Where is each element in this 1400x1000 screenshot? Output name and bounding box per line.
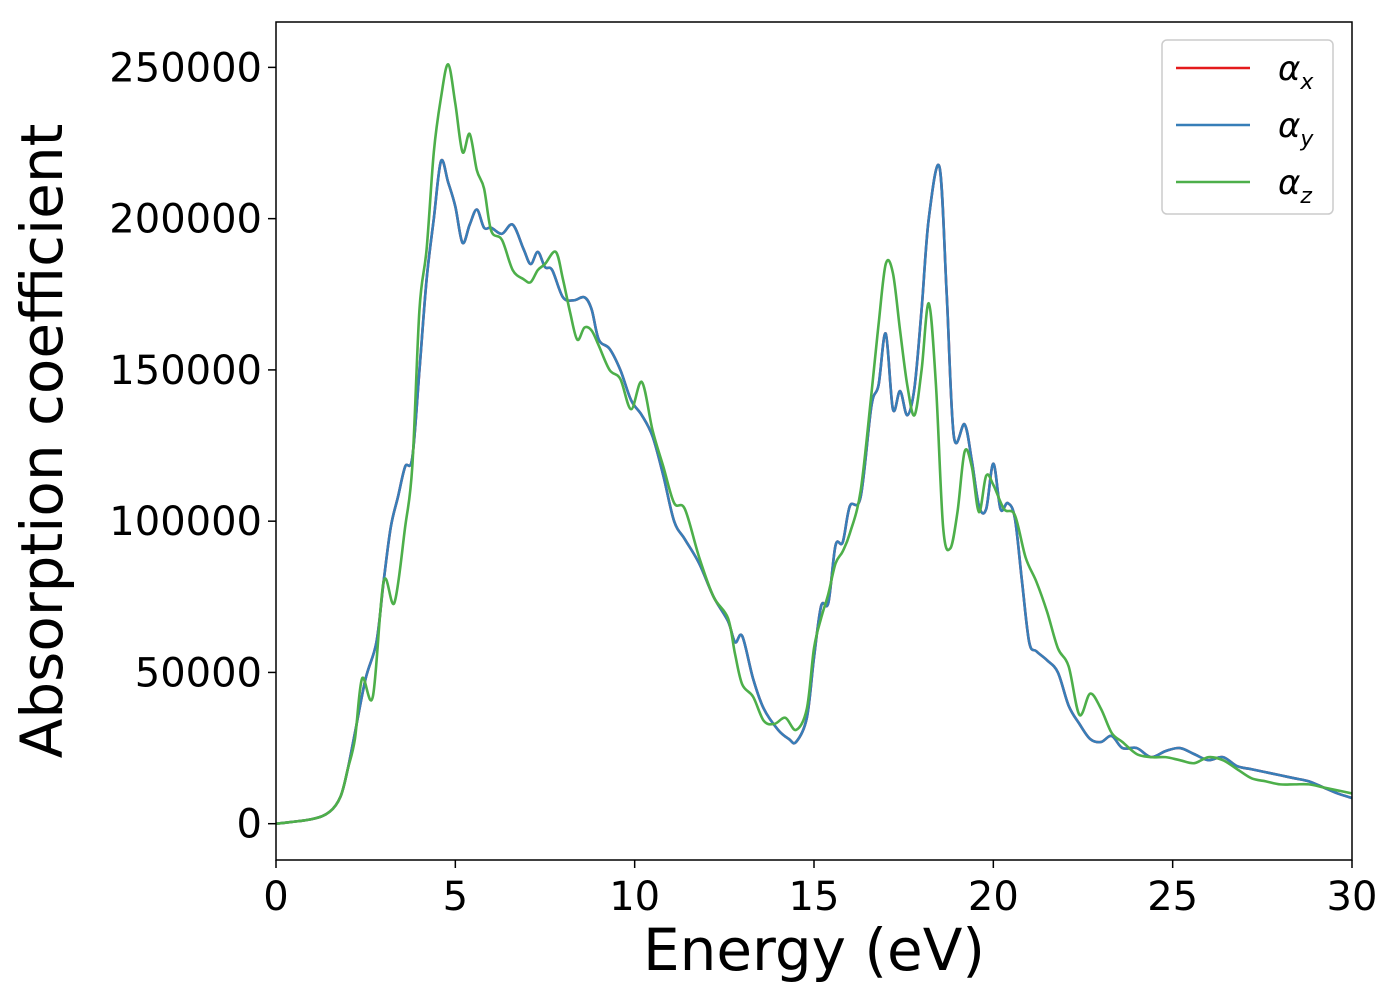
- series-layer: [276, 63, 1352, 825]
- y-tick-label: 150000: [109, 348, 262, 394]
- series-line-z: [276, 63, 1352, 825]
- y-axis: 0 50000 100000 150000 200000 250000: [109, 45, 276, 848]
- x-tick-label: 25: [1147, 874, 1198, 920]
- x-tick-label: 5: [443, 874, 468, 920]
- y-tick-label: 100000: [109, 499, 262, 545]
- x-tick-label: 20: [968, 874, 1019, 920]
- x-tick-label: 30: [1327, 874, 1378, 920]
- legend-box: [1161, 39, 1334, 215]
- x-tick-label: 15: [789, 874, 840, 920]
- legend-subscript: x: [1299, 70, 1314, 95]
- x-tick-label: 0: [263, 874, 288, 920]
- legend-subscript: z: [1299, 184, 1312, 209]
- legend-label-x: αx: [1278, 49, 1314, 95]
- y-axis-label: Absorption coefficient: [8, 124, 76, 759]
- legend-symbol: α: [1278, 163, 1300, 203]
- legend-subscript: y: [1299, 127, 1314, 152]
- y-tick-label: 250000: [109, 45, 262, 91]
- legend-label-z: αz: [1278, 163, 1312, 209]
- x-axis-label: Energy (eV): [643, 916, 985, 984]
- legend-symbol: α: [1278, 106, 1300, 146]
- legend-symbol: α: [1278, 49, 1300, 89]
- y-tick-label: 200000: [109, 197, 262, 243]
- legend-label-y: αy: [1278, 106, 1314, 152]
- y-tick-label: 50000: [135, 650, 262, 696]
- y-tick-label: 0: [237, 802, 262, 848]
- x-tick-label: 10: [609, 874, 660, 920]
- x-axis: 0 5 10 15 20 25 30: [263, 860, 1377, 920]
